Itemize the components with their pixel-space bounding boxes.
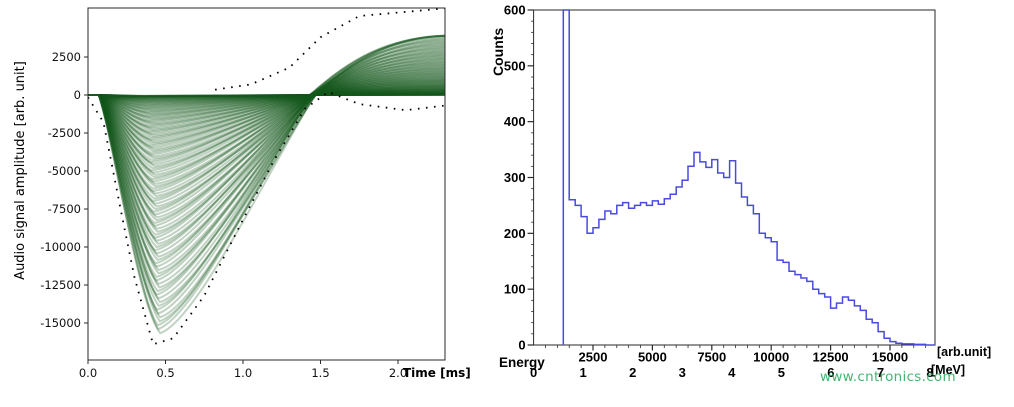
right-x-mev-tick-label: 0 [530, 365, 537, 380]
left-x-tick-label: 1.5 [311, 366, 329, 380]
energy-axis-label: Energy [499, 355, 545, 370]
right-x-arb-tick-label: 7500 [697, 350, 726, 365]
arbunit-axis-label: [arb.unit] [937, 345, 992, 359]
right-y-tick-label: 600 [504, 3, 526, 18]
right-y-axis-label: Counts [490, 27, 506, 76]
right-y-tick-label: 200 [504, 226, 526, 241]
right-x-arb-tick-label: 5000 [638, 350, 667, 365]
right-x-arb-tick-label: 15000 [872, 350, 908, 365]
left-y-tick-label: 2500 [52, 50, 81, 64]
right-x-mev-tick-label: 2 [629, 365, 636, 380]
left-x-tick-label: 0.0 [79, 366, 97, 380]
right-x-arb-tick-label: 2500 [579, 350, 608, 365]
right-x-mev-tick-label: 1 [580, 365, 587, 380]
right-x-arb-tick-label: 10000 [753, 350, 789, 365]
left-x-tick-label: 1.0 [234, 366, 252, 380]
left-y-tick-label: 0 [74, 88, 81, 102]
waveform-plot: 2500 0 -2500 -5000 -7500 -10000 -12500 -15000 0.… [40, 7, 446, 380]
watermark: www.cntronics.com [820, 369, 956, 385]
waveform-traces [88, 8, 445, 346]
left-plot-frame [87, 7, 446, 361]
left-x-axis-label: Time [ms] [403, 366, 471, 380]
left-y-tick-label: -15000 [40, 316, 81, 330]
left-x-tick-label: 0.5 [156, 366, 174, 380]
right-y-tick-label: 400 [504, 114, 526, 129]
right-x-arb-tick-label: 12500 [813, 350, 849, 365]
left-y-tick-label: -10000 [40, 240, 81, 254]
right-y-tick-label: 0 [518, 338, 525, 353]
right-x-mev-tick-label: 3 [679, 365, 686, 380]
right-x-mev-tick-label: 8 [926, 365, 933, 380]
right-y-tick-label: 500 [504, 58, 526, 73]
right-x-mev-tick-label: 4 [728, 365, 736, 380]
left-y-tick-label: -5000 [48, 164, 81, 178]
left-y-axis-label: Audio signal amplitude [arb. unit] [13, 61, 28, 280]
right-x-mev-tick-label: 7 [877, 365, 884, 380]
right-x-mev-tick-label: 5 [778, 365, 785, 380]
left-y-tick-label: -7500 [48, 202, 81, 216]
right-y-tick-label: 100 [504, 282, 526, 297]
scatter-envelope-min [88, 90, 445, 346]
left-y-tick-label: -12500 [40, 278, 81, 292]
left-x-tick-label: 2.0 [389, 366, 407, 380]
left-y-tick-label: -2500 [48, 126, 81, 140]
histogram-step-line [562, 9, 935, 346]
right-y-tick-label: 300 [504, 170, 526, 185]
right-plot-frame [533, 9, 936, 346]
mev-axis-label: [MeV] [931, 363, 966, 377]
right-x-mev-tick-label: 6 [827, 365, 834, 380]
